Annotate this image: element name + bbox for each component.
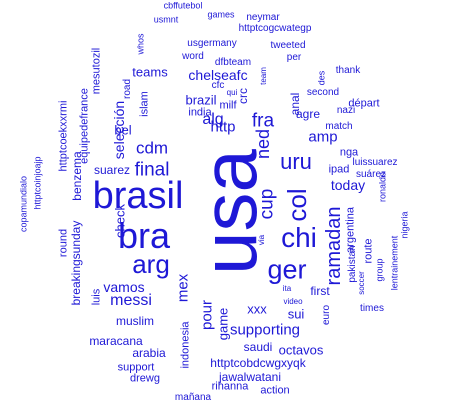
cloud-word: equipedefrance	[78, 88, 91, 164]
cloud-word: pour	[198, 299, 216, 331]
cloud-word: final	[134, 159, 170, 181]
cloud-word: httptcogcwategp	[238, 23, 312, 34]
cloud-word: route	[362, 238, 375, 264]
cloud-word: ronaldo	[377, 171, 388, 203]
cloud-word: mex	[174, 273, 192, 303]
cloud-word: uru	[280, 149, 312, 174]
cloud-word: cbffutebol	[163, 0, 203, 11]
cloud-word: indonesia	[179, 321, 192, 369]
cloud-word: supporting	[229, 321, 301, 339]
cloud-word: road	[122, 78, 133, 100]
cloud-word: games	[207, 9, 235, 20]
cloud-word: euro	[321, 304, 332, 326]
cloud-word: soccer	[357, 271, 366, 295]
cloud-word: arabia	[132, 346, 166, 360]
cloud-word: saudi	[243, 340, 273, 354]
cloud-word: support	[117, 361, 155, 374]
cloud-word: ramadan	[323, 206, 345, 286]
cloud-word: group	[374, 258, 385, 282]
cloud-word: httptcoinjoajp	[32, 156, 43, 210]
cloud-word: chelseafc	[188, 67, 248, 83]
cloud-word: col	[282, 188, 312, 222]
cloud-word: alg	[202, 111, 224, 128]
cloud-word: httptcobdcwgxyqk	[210, 356, 306, 370]
cloud-word: départ	[348, 97, 380, 110]
cloud-word: muslim	[116, 314, 154, 328]
cloud-word: bel	[114, 122, 132, 138]
cloud-word: times	[360, 303, 384, 314]
cloud-word: xxx	[247, 301, 267, 317]
cloud-word: httptcoekxxrmi	[57, 100, 70, 172]
cloud-word: brazil	[185, 92, 217, 108]
cloud-word: neymar	[246, 12, 280, 23]
cloud-word: cup	[256, 188, 278, 220]
cloud-word: amp	[308, 128, 338, 146]
cloud-word: ipad	[328, 163, 350, 176]
cloud-word: mañana	[174, 392, 212, 403]
cloud-word: cdm	[135, 138, 169, 158]
cloud-word: http	[210, 118, 236, 136]
cloud-word: cfc	[211, 80, 225, 91]
cloud-word: action	[260, 384, 290, 397]
cloud-word: teams	[132, 64, 168, 80]
cloud-word: agre	[295, 107, 321, 121]
cloud-word: suarez	[93, 163, 131, 177]
cloud-word: nigeria	[399, 211, 410, 239]
cloud-word: tweeted	[270, 40, 306, 51]
cloud-word: whos	[135, 33, 146, 55]
cloud-word: today	[330, 177, 366, 193]
cloud-word: ger	[267, 254, 307, 285]
cloud-word: crc	[236, 88, 250, 104]
cloud-word: match	[325, 121, 353, 132]
cloud-word: qui	[226, 88, 238, 97]
cloud-word: islam	[138, 91, 151, 117]
cloud-word: india	[188, 106, 212, 119]
cloud-word: brasil	[92, 175, 184, 217]
cloud-word: round	[57, 228, 70, 258]
cloud-word: octavos	[278, 342, 324, 358]
cloud-word: usmnt	[153, 14, 179, 25]
cloud-word: suárez	[355, 169, 387, 180]
cloud-word: sui	[287, 306, 305, 322]
cloud-word: ned	[253, 128, 273, 160]
cloud-word: jawalwatani	[218, 370, 282, 384]
cloud-word: milf	[219, 99, 237, 112]
cloud-word: arg	[132, 249, 170, 279]
cloud-word: first	[310, 284, 330, 298]
cloud-word: nazi	[336, 105, 356, 116]
cloud-word: usgermany	[187, 38, 237, 49]
cloud-word: luis	[90, 288, 103, 306]
cloud-word: bra	[117, 215, 171, 256]
cloud-word: thank	[335, 65, 361, 76]
cloud-word: lentrainement	[389, 235, 400, 291]
cloud-word: chi	[281, 222, 317, 253]
cloud-word: maracana	[89, 334, 143, 348]
cloud-word: word	[182, 51, 204, 62]
cloud-word: via	[257, 234, 266, 246]
cloud-word: vamos	[103, 279, 145, 295]
cloud-word: nga	[339, 146, 359, 159]
cloud-word: video	[283, 297, 303, 306]
cloud-word: team	[259, 67, 268, 85]
cloud-word: fra	[251, 110, 275, 132]
cloud-word: ita	[282, 284, 292, 293]
cloud-word: per	[286, 52, 302, 63]
cloud-word: copamundialo	[18, 175, 29, 233]
cloud-word: messi	[110, 292, 152, 309]
cloud-word: breakingsunday	[69, 220, 83, 306]
cloud-word: check	[112, 204, 128, 238]
cloud-word: game	[215, 307, 231, 341]
cloud-word: des	[316, 70, 327, 86]
cloud-word: luissuarez	[352, 157, 398, 168]
cloud-word: second	[306, 87, 340, 98]
cloud-word: mesutozil	[90, 47, 103, 95]
cloud-word: rihanna	[211, 380, 249, 393]
cloud-word: dfbteam	[214, 57, 252, 68]
cloud-word: drewg	[130, 372, 160, 385]
